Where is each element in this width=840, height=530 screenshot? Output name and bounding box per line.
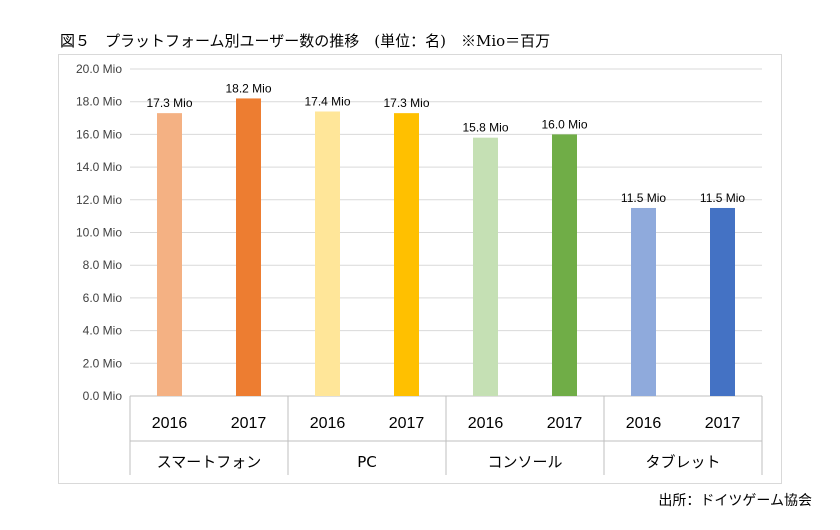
y-tick-label: 20.0 Mio xyxy=(76,62,122,76)
data-label: 17.3 Mio xyxy=(383,96,429,110)
bar xyxy=(710,207,735,396)
x-category-label: タブレット xyxy=(645,453,720,471)
bar xyxy=(236,98,261,397)
data-label: 16.0 Mio xyxy=(541,117,587,131)
x-year-label: 2016 xyxy=(310,415,346,432)
source-note: 出所：ドイツゲーム協会 xyxy=(658,493,812,509)
x-year-label: 2017 xyxy=(547,415,583,432)
data-label: 11.5 Mio xyxy=(700,191,745,205)
x-category-label: コンソール xyxy=(487,453,562,471)
y-tick-label: 8.0 Mio xyxy=(83,258,123,272)
bar xyxy=(394,113,419,397)
data-label: 17.4 Mio xyxy=(304,95,350,109)
y-tick-label: 2.0 Mio xyxy=(83,356,123,370)
x-year-label: 2017 xyxy=(231,415,267,432)
y-tick-label: 16.0 Mio xyxy=(76,127,122,141)
y-tick-label: 4.0 Mio xyxy=(83,324,123,338)
chart-area xyxy=(58,54,782,484)
bar xyxy=(552,134,577,396)
x-year-label: 2017 xyxy=(389,415,425,432)
x-year-label: 2017 xyxy=(705,415,741,432)
y-tick-label: 12.0 Mio xyxy=(76,193,122,207)
y-tick-label: 18.0 Mio xyxy=(76,95,122,109)
y-tick-label: 10.0 Mio xyxy=(76,226,122,240)
bar xyxy=(315,111,340,396)
y-tick-label: 14.0 Mio xyxy=(76,160,122,174)
x-year-label: 2016 xyxy=(152,415,188,432)
bar xyxy=(631,207,656,396)
figure-title: 図５ プラットフォーム別ユーザー数の推移 (単位：名) ※Mio＝百万 xyxy=(60,32,551,50)
x-year-label: 2016 xyxy=(626,415,662,432)
data-label: 15.8 Mio xyxy=(462,121,508,135)
data-label: 18.2 Mio xyxy=(225,81,271,95)
x-year-label: 2016 xyxy=(468,415,504,432)
bar xyxy=(157,113,182,397)
y-tick-label: 0.0 Mio xyxy=(83,389,123,403)
data-label: 17.3 Mio xyxy=(146,96,192,110)
x-category-label: PC xyxy=(357,453,377,471)
data-label: 11.5 Mio xyxy=(621,191,666,205)
bar xyxy=(473,137,498,397)
x-category-label: スマートフォン xyxy=(157,453,262,471)
y-tick-label: 6.0 Mio xyxy=(83,291,123,305)
